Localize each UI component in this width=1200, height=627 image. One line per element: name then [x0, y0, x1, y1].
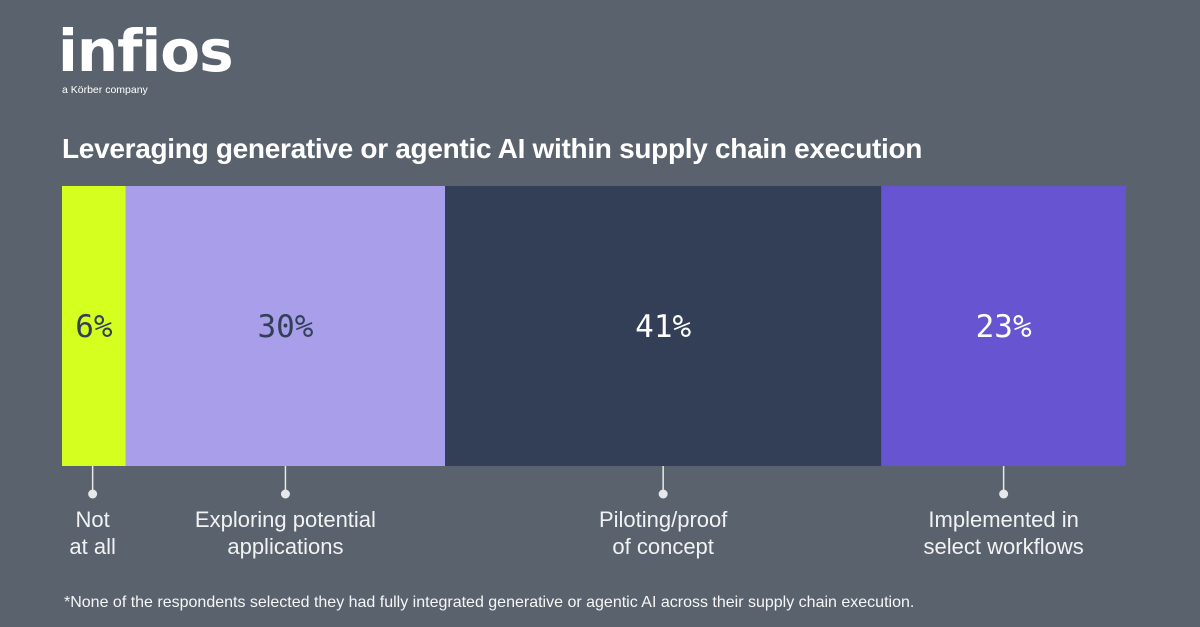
- bar-segment-implemented-in-select-workflows: [881, 186, 1126, 466]
- connector-dot-implemented-in-select-workflows: [999, 489, 1009, 499]
- bar-segment-piloting-proof-of-concept: [445, 186, 882, 466]
- category-label-piloting-proof-of-concept: Piloting/proof of concept: [599, 507, 728, 559]
- category-label-exploring-potential-applications: Exploring potential applications: [195, 507, 376, 559]
- bar-segment-exploring-potential-applications: [125, 186, 446, 466]
- value-label-exploring-potential-applications: 30%: [257, 309, 313, 345]
- connector-dot-not-at-all: [88, 489, 98, 499]
- footnote: *None of the respondents selected they h…: [64, 594, 915, 611]
- category-label-not-at-all: Not at all: [69, 507, 115, 559]
- bar-segment-not-at-all: [62, 186, 126, 466]
- connector-dot-exploring-potential-applications: [280, 489, 290, 499]
- value-label-implemented-in-select-workflows: 23%: [976, 309, 1032, 345]
- category-labels: Not at all Exploring potential applications…: [69, 507, 1083, 559]
- bar-segments: [62, 186, 1126, 466]
- connector-dot-piloting-proof-of-concept: [658, 489, 668, 499]
- category-connectors: [88, 466, 1009, 499]
- category-label-implemented-in-select-workflows: Implemented in select workflows: [924, 507, 1084, 559]
- logo-wordmark: infios: [58, 17, 234, 85]
- value-label-piloting-proof-of-concept: 41%: [635, 309, 691, 345]
- chart-title: Leveraging generative or agentic AI with…: [62, 133, 923, 164]
- value-label-not-at-all: 6%: [75, 309, 113, 345]
- value-labels: 6% 30% 41% 23%: [75, 309, 1032, 345]
- brand-logo: infios a Körber company: [58, 17, 234, 96]
- logo-tagline: a Körber company: [62, 84, 148, 96]
